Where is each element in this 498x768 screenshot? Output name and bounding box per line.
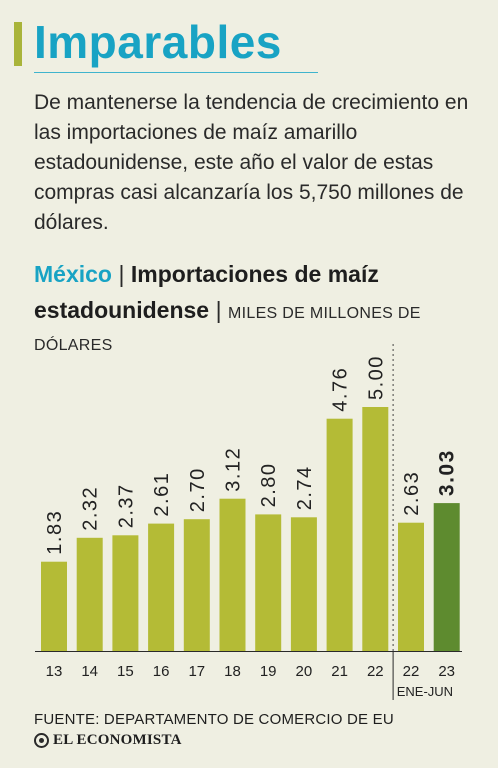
source-note: FUENTE: DEPARTAMENTO DE COMERCIO DE EU <box>34 711 394 728</box>
value-label-1: 2.32 <box>80 486 102 531</box>
bar-4 <box>183 519 210 651</box>
bar-3 <box>148 523 175 651</box>
value-label-2: 2.37 <box>115 483 137 528</box>
chart-title: Importaciones de maíz estadounidense <box>34 261 379 323</box>
bar-6 <box>255 514 282 651</box>
title-divider <box>34 72 318 73</box>
bar-8 <box>326 418 353 651</box>
tick-label-3: 16 <box>153 663 170 680</box>
bar-10 <box>398 522 424 651</box>
bar-9 <box>362 407 389 651</box>
period-sublabel: ENE-JUN <box>397 684 453 699</box>
tick-label-11: 23 <box>438 663 455 680</box>
page-title: Imparables <box>34 16 282 68</box>
bar-0 <box>41 561 67 651</box>
chart-heading-separator: | <box>118 261 125 287</box>
chart-heading: México | Importaciones de maíz estadouni… <box>34 258 474 362</box>
chart-country: México <box>34 261 112 287</box>
value-label-8: 4.76 <box>330 367 352 412</box>
tick-label-10: 22 <box>403 663 420 680</box>
bar-11 <box>433 503 460 651</box>
bar-1 <box>76 537 103 651</box>
tick-label-0: 13 <box>46 663 63 680</box>
bar-5 <box>219 498 246 651</box>
tick-label-4: 17 <box>188 663 205 680</box>
tick-label-6: 19 <box>260 663 277 680</box>
value-label-6: 2.80 <box>258 462 280 507</box>
chart-heading-separator-2: | <box>215 297 222 323</box>
bar-2 <box>112 535 139 651</box>
value-label-5: 3.12 <box>223 447 245 492</box>
value-label-10: 2.63 <box>401 471 423 516</box>
value-label-3: 2.61 <box>151 472 173 517</box>
value-label-9: 5.00 <box>365 355 387 400</box>
bar-7 <box>290 517 317 651</box>
value-label-0: 1.83 <box>44 510 66 555</box>
tick-label-1: 14 <box>81 663 98 680</box>
value-label-7: 2.74 <box>294 465 316 510</box>
brand: EL ECONOMISTA <box>34 732 182 749</box>
value-label-4: 2.70 <box>187 467 209 512</box>
tick-label-2: 15 <box>117 663 134 680</box>
tick-label-7: 20 <box>296 663 313 680</box>
value-label-11: 3.03 <box>436 449 459 496</box>
chart-unit: MILES DE MILLONES DE DÓLARES <box>34 305 421 354</box>
tick-label-9: 22 <box>367 663 384 680</box>
tick-label-8: 21 <box>331 663 348 680</box>
globe-icon <box>34 733 49 748</box>
accent-bar <box>14 22 22 66</box>
brand-name: EL ECONOMISTA <box>53 732 182 748</box>
tick-label-5: 18 <box>224 663 241 680</box>
lead-paragraph: De mantenerse la tendencia de creci­mien… <box>34 91 469 234</box>
